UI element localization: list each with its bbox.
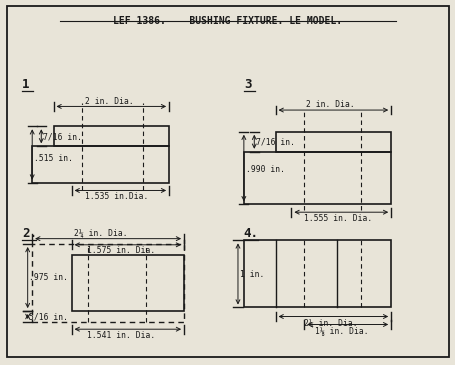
Text: 1.555 in. Dia.: 1.555 in. Dia. [303,214,371,223]
Text: 5/16 in.: 5/16 in. [30,312,68,321]
Bar [275,132,390,152]
Bar [243,241,390,307]
Text: 2.: 2. [22,227,37,240]
Bar [32,146,169,182]
Bar [243,152,390,204]
Text: 2¼ in. Dia.: 2¼ in. Dia. [74,229,128,238]
Text: 1 in.: 1 in. [239,270,263,278]
Text: LEF 1386.    BUSHING FIXTURE. LE MODEL.: LEF 1386. BUSHING FIXTURE. LE MODEL. [113,16,342,26]
Text: 1⅛ in. Dia.: 1⅛ in. Dia. [315,327,368,335]
Bar [71,255,184,311]
Text: .975 in.: .975 in. [30,273,68,282]
Text: 1.535 in.Dia.: 1.535 in.Dia. [85,192,148,201]
Text: 1.575 in. Dia.: 1.575 in. Dia. [87,246,155,255]
Text: 7/16 in.: 7/16 in. [256,138,294,147]
Text: 2¼ in. Dia.: 2¼ in. Dia. [303,318,356,327]
Text: 4.: 4. [243,227,258,240]
Text: 7/16 in.: 7/16 in. [43,132,82,141]
Text: 2 in. Dia.: 2 in. Dia. [85,96,133,105]
Text: 1: 1 [22,78,29,91]
Text: 2 in. Dia.: 2 in. Dia. [305,100,354,109]
Text: .515 in.: .515 in. [34,154,73,164]
Text: 3: 3 [243,78,251,91]
Bar [53,126,169,146]
Bar [32,244,184,322]
Text: .990 in.: .990 in. [245,165,284,174]
Text: 1.541 in. Dia.: 1.541 in. Dia. [87,331,155,340]
